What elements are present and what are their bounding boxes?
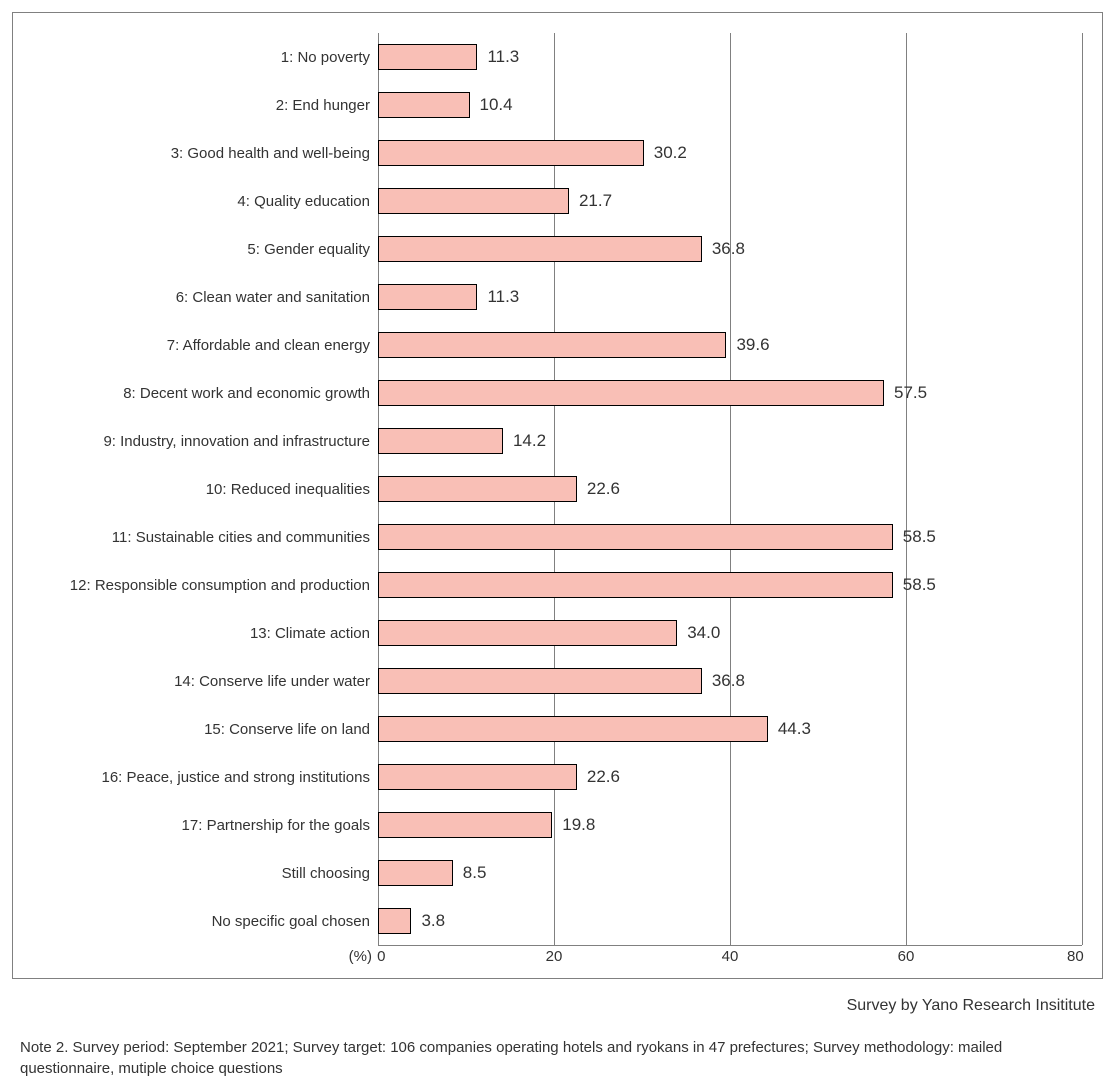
bar-row: 22.6: [378, 753, 1082, 801]
gridline: [1082, 33, 1083, 945]
category-label: 9: Industry, innovation and infrastructu…: [33, 433, 378, 450]
x-tick-label: 0: [377, 948, 385, 965]
value-label: 58.5: [903, 575, 936, 595]
value-label: 36.8: [712, 239, 745, 259]
bar: [378, 188, 569, 214]
x-tick-label: 40: [722, 948, 739, 965]
category-label: Still choosing: [33, 865, 378, 882]
bars-column: 11.3 10.4 30.2 21.7 36.8 11.3 39.6 57.5 14.2 22.6…: [378, 33, 1082, 970]
bar: [378, 236, 702, 262]
bar-row: 44.3: [378, 705, 1082, 753]
bar-row: 3.8: [378, 897, 1082, 945]
chart-note: Note 2. Survey period: September 2021; S…: [20, 1037, 1095, 1079]
x-axis-unit: (%): [33, 945, 378, 969]
value-label: 22.6: [587, 479, 620, 499]
category-label: 5: Gender equality: [33, 241, 378, 258]
value-label: 8.5: [463, 863, 487, 883]
bar: [378, 812, 552, 838]
value-label: 14.2: [513, 431, 546, 451]
bar: [378, 620, 677, 646]
category-label: 7: Affordable and clean energy: [33, 337, 378, 354]
bar-row: 36.8: [378, 657, 1082, 705]
category-label: 3: Good health and well-being: [33, 145, 378, 162]
value-label: 34.0: [687, 623, 720, 643]
value-label: 21.7: [579, 191, 612, 211]
bar: [378, 908, 411, 934]
bar: [378, 140, 644, 166]
value-label: 10.4: [480, 95, 513, 115]
category-label: 6: Clean water and sanitation: [33, 289, 378, 306]
value-label: 3.8: [421, 911, 445, 931]
category-label: 8: Decent work and economic growth: [33, 385, 378, 402]
category-label: 1: No poverty: [33, 49, 378, 66]
x-tick-label: 60: [898, 948, 915, 965]
bar: [378, 716, 768, 742]
bar-row: 11.3: [378, 273, 1082, 321]
bar: [378, 764, 577, 790]
value-label: 19.8: [562, 815, 595, 835]
category-label: 15: Conserve life on land: [33, 721, 378, 738]
x-axis: 0 20 40 60 80: [378, 946, 1082, 970]
chart-credit: Survey by Yano Research Insititute: [12, 997, 1095, 1015]
value-label: 11.3: [487, 47, 519, 67]
bar-row: 21.7: [378, 177, 1082, 225]
bar: [378, 284, 477, 310]
bar: [378, 428, 503, 454]
x-tick-label: 80: [1067, 948, 1084, 965]
value-label: 36.8: [712, 671, 745, 691]
value-label: 57.5: [894, 383, 927, 403]
bar-row: 58.5: [378, 561, 1082, 609]
value-label: 58.5: [903, 527, 936, 547]
bar-row: 8.5: [378, 849, 1082, 897]
category-label: 13: Climate action: [33, 625, 378, 642]
bar-row: 30.2: [378, 129, 1082, 177]
bar: [378, 860, 453, 886]
value-label: 44.3: [778, 719, 811, 739]
category-label: 2: End hunger: [33, 97, 378, 114]
value-label: 39.6: [736, 335, 769, 355]
category-label: 14: Conserve life under water: [33, 673, 378, 690]
value-label: 22.6: [587, 767, 620, 787]
category-label: No specific goal chosen: [33, 913, 378, 930]
bar: [378, 332, 726, 358]
x-tick-label: 20: [546, 948, 563, 965]
bar: [378, 476, 577, 502]
bar: [378, 44, 477, 70]
bar-row: 14.2: [378, 417, 1082, 465]
category-labels-column: 1: No poverty 2: End hunger 3: Good health…: [33, 33, 378, 970]
bar: [378, 380, 884, 406]
bar-row: 22.6: [378, 465, 1082, 513]
bar: [378, 572, 893, 598]
bar-row: 10.4: [378, 81, 1082, 129]
category-label: 10: Reduced inequalities: [33, 481, 378, 498]
bar-row: 58.5: [378, 513, 1082, 561]
bar: [378, 668, 702, 694]
bar-row: 39.6: [378, 321, 1082, 369]
bar-row: 11.3: [378, 33, 1082, 81]
plot-area: 11.3 10.4 30.2 21.7 36.8 11.3 39.6 57.5 14.2 22.6…: [378, 33, 1082, 946]
category-label: 11: Sustainable cities and communities: [33, 529, 378, 546]
category-label: 4: Quality education: [33, 193, 378, 210]
category-label: 17: Partnership for the goals: [33, 817, 378, 834]
value-label: 30.2: [654, 143, 687, 163]
value-label: 11.3: [487, 287, 519, 307]
bar-row: 19.8: [378, 801, 1082, 849]
category-label: 12: Responsible consumption and producti…: [33, 577, 378, 594]
bar-row: 34.0: [378, 609, 1082, 657]
category-label: 16: Peace, justice and strong institutio…: [33, 769, 378, 786]
bar-row: 57.5: [378, 369, 1082, 417]
chart-container: 1: No poverty 2: End hunger 3: Good health…: [12, 12, 1103, 979]
bar: [378, 524, 893, 550]
bar-row: 36.8: [378, 225, 1082, 273]
bar: [378, 92, 470, 118]
chart-area: 1: No poverty 2: End hunger 3: Good health…: [33, 33, 1082, 970]
